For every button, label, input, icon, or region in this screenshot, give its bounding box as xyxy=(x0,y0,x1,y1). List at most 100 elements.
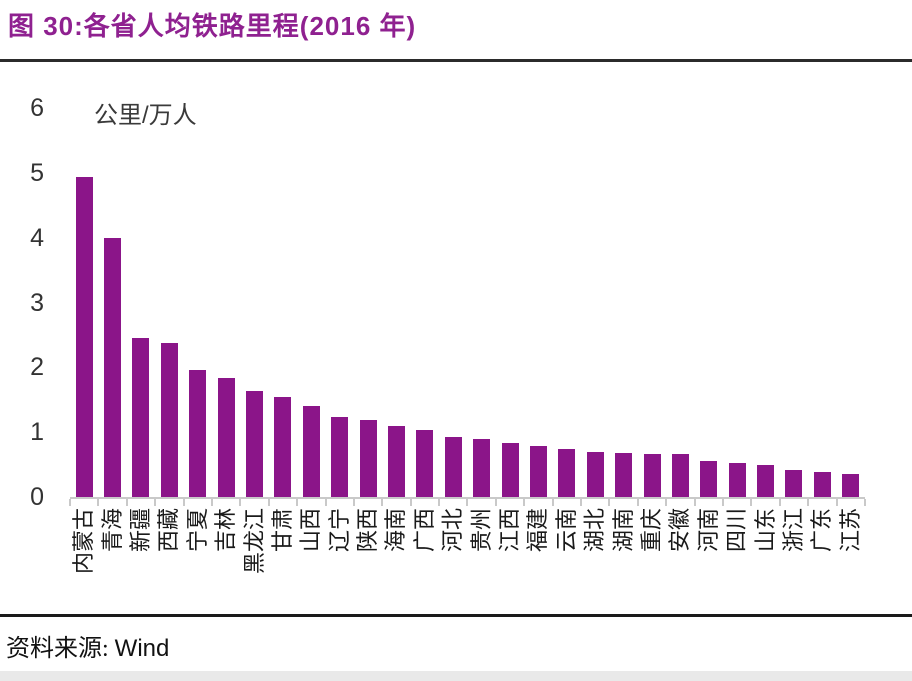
bar xyxy=(586,451,604,497)
y-tick-label: 3 xyxy=(30,288,44,317)
bar xyxy=(813,472,831,497)
x-tick-label: 广西 xyxy=(411,508,437,553)
x-label-slot: 青海 xyxy=(98,506,126,614)
bar-slot xyxy=(69,108,100,506)
bar-slot xyxy=(496,108,526,506)
x-tick-label: 吉林 xyxy=(213,508,239,553)
bar xyxy=(785,469,803,497)
x-label-slot: 江苏 xyxy=(837,506,865,614)
x-tick-label: 陕西 xyxy=(355,508,381,553)
figure-title: 图 30:各省人均铁路里程(2016 年) xyxy=(8,11,417,41)
axis-tick xyxy=(665,499,668,506)
x-tick-label: 河南 xyxy=(695,508,721,553)
axis-tick xyxy=(721,499,724,506)
bar xyxy=(331,416,349,497)
x-label-slot: 黑龙江 xyxy=(240,506,268,614)
source-line: 资料来源: Wind xyxy=(6,628,169,663)
bar-slot xyxy=(212,108,242,506)
bar xyxy=(416,429,434,497)
x-label-slot: 云南 xyxy=(553,506,581,614)
bar-slot xyxy=(808,108,838,506)
bar xyxy=(643,453,661,497)
x-label-slot: 西藏 xyxy=(155,506,183,614)
x-tick-label: 新疆 xyxy=(127,508,153,553)
axis-tick xyxy=(494,499,497,506)
axis-tick xyxy=(267,499,270,506)
bar xyxy=(615,452,633,497)
bar xyxy=(104,237,122,497)
y-tick-label: 6 xyxy=(30,94,44,122)
x-label-slot: 重庆 xyxy=(638,506,666,614)
bottom-strip xyxy=(0,671,912,681)
x-tick-label: 内蒙古 xyxy=(71,508,97,575)
axis-tick xyxy=(154,499,157,506)
axis-tick xyxy=(125,499,128,506)
bar-slot xyxy=(184,108,213,506)
axis-tick xyxy=(210,499,213,506)
x-tick-label: 湖南 xyxy=(610,508,636,553)
bar-slot xyxy=(326,108,355,506)
bar-slot xyxy=(467,108,497,506)
x-label-slot: 宁夏 xyxy=(184,506,212,614)
x-tick-label: 甘肃 xyxy=(269,508,295,553)
bar xyxy=(75,177,93,497)
bar-slot xyxy=(382,108,412,506)
axis-tick xyxy=(239,499,242,506)
bar xyxy=(359,419,377,497)
x-label-slot: 浙江 xyxy=(780,506,808,614)
bar xyxy=(728,462,746,497)
y-axis-unit-label: 公里/万人 xyxy=(94,102,197,129)
x-label-slot: 河北 xyxy=(439,506,467,614)
x-tick-label: 海南 xyxy=(383,508,409,553)
bar-slot xyxy=(723,108,753,506)
x-label-slot: 山西 xyxy=(297,506,325,614)
axis-tick xyxy=(324,499,327,506)
x-tick-label: 山东 xyxy=(752,508,778,553)
axis-tick xyxy=(608,499,611,506)
bar-series xyxy=(69,108,866,506)
bar xyxy=(274,396,292,497)
bar xyxy=(189,369,207,497)
x-tick-label: 西藏 xyxy=(156,508,182,553)
x-label-slot: 广西 xyxy=(411,506,439,614)
bar xyxy=(700,461,718,497)
x-label-slot: 山东 xyxy=(751,506,779,614)
axis-tick xyxy=(778,499,781,506)
bar xyxy=(217,378,235,497)
bar-slot xyxy=(695,108,724,506)
bar-slot xyxy=(581,108,611,506)
source-value: Wind xyxy=(114,635,170,662)
axis-tick xyxy=(438,499,441,506)
x-label-slot: 贵州 xyxy=(467,506,495,614)
x-label-slot: 安徽 xyxy=(666,506,694,614)
x-tick-label: 安徽 xyxy=(667,508,693,553)
bar-slot xyxy=(751,108,781,506)
x-label-slot: 陕西 xyxy=(354,506,382,614)
x-label-slot: 河南 xyxy=(695,506,723,614)
bar-slot xyxy=(155,108,185,506)
y-tick-label: 0 xyxy=(30,483,44,511)
bar xyxy=(132,338,150,497)
bar-slot xyxy=(524,108,554,506)
bar-slot xyxy=(439,108,469,506)
bar-slot xyxy=(269,108,299,506)
axis-tick xyxy=(551,499,554,506)
x-tick-label: 江苏 xyxy=(837,508,863,553)
x-tick-label: 云南 xyxy=(553,508,579,553)
bar-slot xyxy=(240,108,270,506)
bar xyxy=(671,454,689,497)
x-label-slot: 福建 xyxy=(524,506,552,614)
chart-plot-area xyxy=(69,108,866,506)
bar xyxy=(558,449,576,497)
bar-slot xyxy=(638,108,668,506)
x-tick-label: 湖北 xyxy=(582,508,608,553)
bar xyxy=(302,405,320,497)
axis-tick xyxy=(296,499,299,506)
bar xyxy=(501,442,519,497)
bar-slot xyxy=(837,108,866,506)
bar xyxy=(246,391,264,497)
axis-tick xyxy=(466,499,469,506)
x-label-slot: 新疆 xyxy=(127,506,155,614)
axis-tick xyxy=(523,499,526,506)
